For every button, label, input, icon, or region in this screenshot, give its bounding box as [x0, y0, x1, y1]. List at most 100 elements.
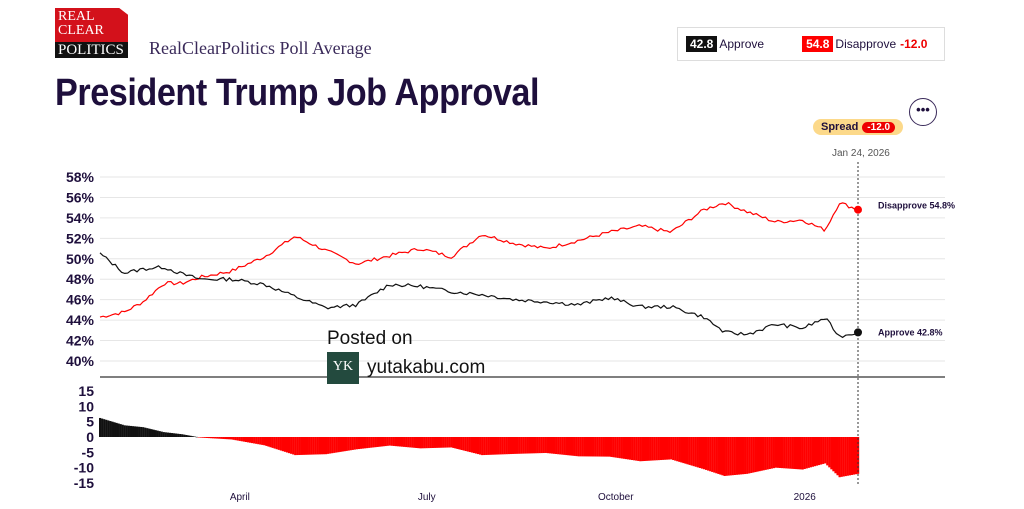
- spread-bar: [107, 420, 110, 437]
- spread-bar: [762, 437, 765, 471]
- spread-bar: [374, 437, 377, 448]
- spread-bar: [115, 422, 118, 437]
- spread-bar: [281, 437, 285, 452]
- spread-bar: [795, 437, 798, 470]
- spread-bar: [421, 437, 424, 449]
- spread-bar: [542, 437, 545, 454]
- y-tick-label: 42%: [66, 333, 95, 349]
- spread-bar: [474, 437, 478, 454]
- current-date: Jan 24, 2026: [832, 148, 890, 159]
- spread-bar: [594, 437, 597, 457]
- spread-bar: [263, 437, 266, 446]
- spread-bar: [460, 437, 463, 450]
- spread-bar: [487, 437, 490, 455]
- logo-line: CLEAR: [58, 23, 104, 38]
- spread-bar: [485, 437, 488, 455]
- spread-bar: [175, 433, 178, 437]
- spread-bar: [828, 437, 831, 468]
- spread-bar: [140, 426, 143, 437]
- spread-bar: [637, 437, 640, 461]
- spread-bar: [378, 437, 381, 447]
- spread-bar: [203, 437, 206, 438]
- spread-bar: [848, 437, 851, 476]
- spread-bar: [318, 437, 321, 455]
- spread-bar: [631, 437, 634, 461]
- spread-bar: [363, 437, 367, 449]
- spread-bar: [516, 437, 519, 454]
- disapprove-label: Disapprove: [835, 37, 897, 51]
- spread-bar: [639, 437, 642, 462]
- spread-bar: [495, 437, 498, 455]
- y-tick-label: 40%: [66, 353, 95, 369]
- spread-bar: [725, 437, 728, 476]
- more-options-button[interactable]: •••: [909, 98, 937, 126]
- spread-tick-label: 15: [78, 383, 94, 399]
- spread-bar: [164, 432, 167, 437]
- spread-bar: [148, 428, 151, 437]
- spread-bar: [191, 436, 194, 437]
- spread-bar: [528, 437, 531, 454]
- spread-bar: [172, 433, 176, 437]
- spread-bar: [569, 437, 572, 456]
- spread-bar: [442, 437, 445, 448]
- spread-bar: [343, 437, 346, 452]
- spread-bar: [854, 437, 858, 475]
- spread-bar: [727, 437, 730, 476]
- spread-bar: [101, 418, 104, 437]
- disapprove-end-dot: [854, 205, 862, 214]
- spread-bar: [507, 437, 510, 455]
- spread-bar: [774, 437, 778, 468]
- logo-line: REAL: [58, 9, 95, 24]
- spread-bar: [532, 437, 535, 454]
- spread-bar: [366, 437, 369, 449]
- spread-bar: [236, 437, 239, 441]
- spread-bar: [834, 437, 837, 474]
- spread-bar: [764, 437, 767, 470]
- spread-tick-label: 0: [86, 429, 94, 445]
- spread-bar: [550, 437, 554, 454]
- spread-bar: [271, 437, 274, 448]
- spread-bar: [193, 436, 196, 437]
- spread-bar: [207, 437, 211, 439]
- spread-bar: [129, 425, 133, 437]
- spread-value: -12.0: [900, 37, 928, 51]
- spread-bar: [131, 426, 135, 437]
- x-tick-label: 2026: [794, 492, 817, 503]
- spread-bar: [783, 437, 786, 469]
- spread-bar: [312, 437, 315, 455]
- spread-bar: [187, 435, 190, 437]
- spread-bar: [606, 437, 609, 457]
- spread-bar: [670, 437, 673, 460]
- spread-bar: [824, 437, 827, 464]
- spread-bar: [105, 419, 108, 437]
- spread-bar: [450, 437, 453, 448]
- spread-bar: [752, 437, 755, 473]
- spread-bar: [614, 437, 617, 458]
- spread-bar: [842, 437, 845, 477]
- spread-bar: [686, 437, 689, 465]
- disapprove-line: [99, 201, 859, 318]
- spread-bar: [302, 437, 305, 455]
- spread-bar: [454, 437, 457, 449]
- spread-bar: [850, 437, 854, 475]
- spread-bar: [255, 437, 258, 444]
- spread-badge: Spread -12.0: [813, 119, 904, 135]
- spread-bar: [119, 424, 122, 437]
- spread-bar: [721, 437, 724, 476]
- spread-bar: [150, 429, 153, 437]
- spread-bar: [135, 426, 139, 437]
- y-tick-label: 52%: [66, 230, 95, 246]
- spread-bar: [205, 437, 209, 438]
- spread-bar: [692, 437, 695, 467]
- spread-bar: [403, 437, 406, 447]
- approve-value: 42.8: [686, 36, 718, 52]
- y-tick-label: 50%: [66, 251, 95, 267]
- spread-bar: [544, 437, 547, 453]
- spread-bar: [713, 437, 716, 473]
- spread-bar: [696, 437, 699, 468]
- spread-bar: [565, 437, 568, 456]
- spread-bar: [776, 437, 780, 468]
- spread-bar: [688, 437, 691, 465]
- spread-bar: [481, 437, 484, 456]
- spread-bar: [768, 437, 771, 470]
